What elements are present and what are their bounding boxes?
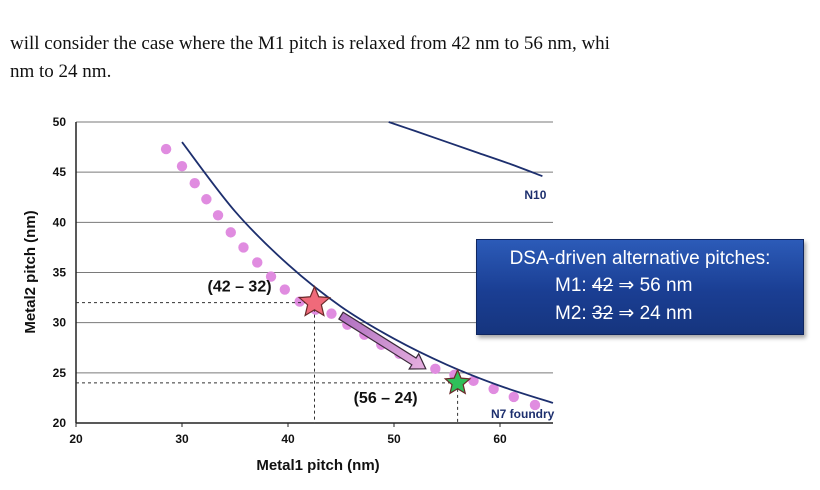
callout-title: DSA-driven alternative pitches:: [509, 248, 771, 269]
y-tick-label: 50: [53, 115, 67, 129]
callout-m1-new-value: ⇒ 56 nm: [618, 275, 693, 296]
n7-foundry-curve: [181, 141, 554, 404]
x-tick-label: 20: [69, 432, 83, 446]
callout-m1-old-value: 42: [591, 275, 614, 296]
data-dot: [225, 227, 236, 238]
grid-lines: [76, 121, 553, 374]
y-tick-label: 40: [53, 215, 67, 229]
data-dot: [430, 363, 441, 375]
x-axis-title: Metal1 pitch (nm): [256, 457, 379, 474]
data-dot: [201, 194, 212, 205]
guide-lines: [76, 302, 459, 423]
transition-arrow: [338, 311, 427, 370]
data-dot: [160, 143, 172, 155]
data-dot: [508, 391, 519, 403]
y-tick-label: 20: [53, 416, 67, 430]
point-markers: [297, 285, 472, 395]
arrow-shape: [338, 311, 427, 370]
curve-series: N7 foundry N10: [181, 121, 555, 421]
callout-m2-new-value: ⇒ 24 nm: [618, 303, 693, 324]
data-dot: [529, 399, 541, 411]
x-tick-label: 50: [387, 432, 401, 446]
callout-m2-row: M2: 32 ⇒ 24 nm: [477, 300, 803, 328]
data-dot: [488, 383, 499, 395]
callout-m1-row: M1: 42 ⇒ 56 nm: [477, 272, 803, 300]
data-dot: [252, 257, 263, 268]
callout-m2-label: M2:: [555, 303, 587, 324]
data-dot: [468, 375, 479, 387]
n10-label: N10: [524, 188, 546, 202]
y-tick-label: 35: [53, 266, 67, 280]
data-dot: [189, 178, 200, 189]
point-star-1: [297, 285, 332, 317]
x-tick-label: 30: [175, 432, 189, 446]
data-dot: [326, 308, 337, 319]
n7-foundry-label: N7 foundry: [491, 407, 555, 421]
data-dot: [279, 284, 291, 295]
point-star-2: [443, 368, 472, 395]
point-label-2: (56 – 24): [354, 390, 418, 407]
point-labels: (42 – 32) (56 – 24): [208, 279, 418, 407]
data-dot: [265, 271, 277, 282]
y-tick-label: 25: [53, 366, 67, 380]
data-dot: [238, 242, 249, 253]
y-tick-label: 45: [53, 165, 67, 179]
dsa-callout-box: DSA-driven alternative pitches: M1: 42 ⇒…: [476, 239, 804, 335]
point-label-1: (42 – 32): [208, 279, 272, 296]
data-dot: [212, 210, 224, 221]
x-tick-label: 60: [493, 432, 507, 446]
x-tick-label: 40: [281, 432, 295, 446]
callout-m2-old-value: 32: [591, 303, 614, 324]
y-tick-label: 30: [53, 316, 67, 330]
n10-curve: [388, 121, 543, 178]
body-text-line-1: will consider the case where the M1 pitc…: [10, 33, 610, 54]
data-dot: [176, 160, 188, 172]
body-text-line-2: nm to 24 nm.: [10, 61, 112, 82]
callout-m1-label: M1:: [555, 275, 587, 296]
y-axis-title: Metal2 pitch (nm): [22, 210, 39, 333]
tick-labels: 20 30 40 50 60 20 25 30 35 40 45 50: [53, 115, 507, 446]
arrow-body: [338, 311, 427, 370]
